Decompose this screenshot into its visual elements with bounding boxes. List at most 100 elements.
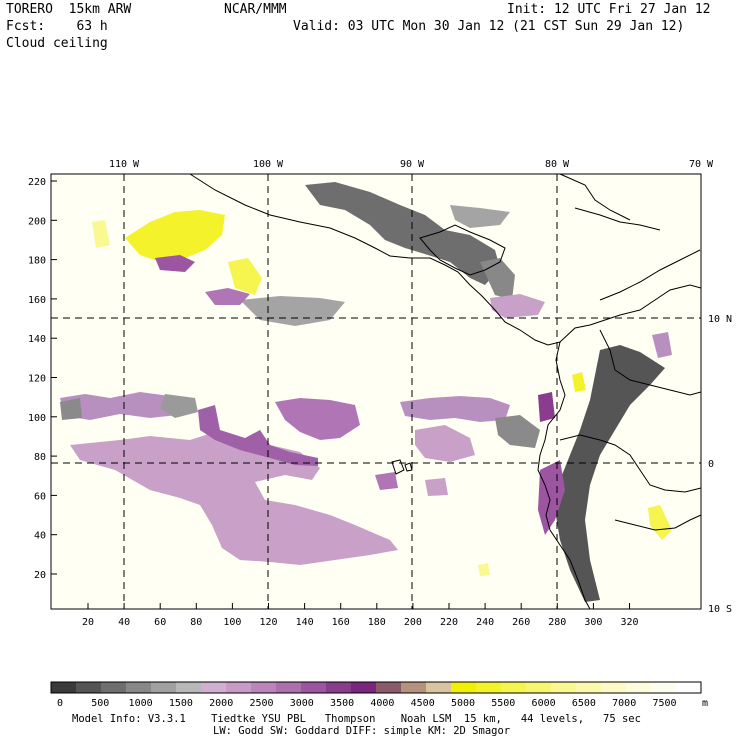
lat-label-10s: 10 S bbox=[708, 604, 732, 615]
legend-swatch bbox=[601, 682, 627, 693]
legend-swatch bbox=[551, 682, 577, 693]
ceiling-spot-purple-4 bbox=[375, 472, 398, 490]
coastline-south-america-west bbox=[537, 284, 702, 610]
legend-label: 1000 bbox=[129, 698, 153, 709]
legend-label: 4500 bbox=[411, 698, 435, 709]
legend-label: 6500 bbox=[572, 698, 596, 709]
organization-label: NCAR/MMM bbox=[224, 2, 287, 17]
legend-swatch bbox=[526, 682, 552, 693]
ceiling-region-purple-small bbox=[205, 288, 250, 305]
ceiling-region-mid-band bbox=[275, 398, 360, 440]
legend-swatch bbox=[151, 682, 177, 693]
ceiling-region-central-america-light bbox=[450, 205, 510, 228]
coastline-florida bbox=[559, 173, 631, 221]
y-tick-label: 160 bbox=[28, 295, 46, 306]
x-tick-label: 180 bbox=[368, 617, 386, 628]
legend-label: 2000 bbox=[209, 698, 233, 709]
graticule bbox=[51, 174, 701, 609]
ceiling-spot-purple-5 bbox=[425, 478, 448, 496]
y-tick-label: 20 bbox=[34, 570, 46, 581]
legend-swatch bbox=[51, 682, 77, 693]
forecast-hour: Fcst: 63 h bbox=[6, 19, 108, 34]
y-tick-label: 80 bbox=[34, 452, 46, 463]
x-tick-label: 260 bbox=[512, 617, 530, 628]
legend-swatch bbox=[176, 682, 202, 693]
lon-label-70w: 70 W bbox=[689, 159, 714, 170]
x-tick-label: 60 bbox=[154, 617, 166, 628]
coastline-cuba bbox=[574, 207, 661, 231]
legend-label: 3500 bbox=[330, 698, 354, 709]
ceiling-region-east-band bbox=[400, 396, 510, 422]
x-tick-label: 140 bbox=[296, 617, 314, 628]
coastlines bbox=[189, 173, 702, 610]
x-tick-label: 320 bbox=[620, 617, 638, 628]
ceiling-region-purple-under-yellow bbox=[155, 255, 195, 272]
ceiling-region-yellow-far-west bbox=[92, 220, 110, 248]
x-tick-label: 220 bbox=[440, 617, 458, 628]
valid-time: Valid: 03 UTC Mon 30 Jan 12 (21 CST Sun … bbox=[293, 19, 685, 34]
legend-swatch bbox=[426, 682, 452, 693]
field-name: Cloud ceiling bbox=[6, 36, 108, 51]
y-tick-label: 100 bbox=[28, 413, 46, 424]
x-tick-label: 280 bbox=[548, 617, 566, 628]
coastline-yucatan bbox=[419, 224, 506, 276]
y-tick-label: 140 bbox=[28, 334, 46, 345]
legend-color-bar bbox=[50, 681, 702, 694]
legend-swatch bbox=[76, 682, 102, 693]
ceiling-region-colombia-purple bbox=[538, 392, 555, 422]
ceiling-spot-yellow-2 bbox=[648, 505, 672, 540]
legend-swatch bbox=[651, 682, 677, 693]
x-tick-label: 80 bbox=[190, 617, 202, 628]
legend-labels: 0 500 1000 1500 2000 2500 3000 3500 4000 4500 5000… bbox=[57, 698, 677, 709]
legend-swatch bbox=[201, 682, 227, 693]
x-tick-label: 20 bbox=[82, 617, 94, 628]
ceiling-region-central-purple bbox=[198, 405, 318, 466]
legend-label: 6000 bbox=[532, 698, 556, 709]
border-ecuador-peru bbox=[559, 434, 702, 493]
ceiling-spot-yellow-3 bbox=[478, 563, 490, 576]
ceiling-region-west-band bbox=[60, 392, 195, 420]
coastline-andes-border bbox=[599, 329, 702, 396]
init-time: Init: 12 UTC Fri 27 Jan 12 bbox=[507, 2, 711, 17]
legend-unit: m bbox=[702, 698, 708, 709]
physics-info: LW: Godd SW: Goddard DIFF: simple KM: 2D… bbox=[213, 725, 511, 737]
y-tick-label: 180 bbox=[28, 256, 46, 267]
legend-swatch bbox=[226, 682, 252, 693]
ceiling-region-east-lower bbox=[415, 425, 475, 462]
ceiling-region-yellow-northwest bbox=[125, 210, 225, 262]
ceiling-spot-purple-6 bbox=[652, 332, 672, 358]
legend-swatch bbox=[351, 682, 377, 693]
legend-label: 5000 bbox=[451, 698, 475, 709]
legend-swatch bbox=[626, 682, 652, 693]
x-tick-label: 300 bbox=[584, 617, 602, 628]
x-tick-label: 40 bbox=[118, 617, 130, 628]
x-tick-label: 120 bbox=[259, 617, 277, 628]
legend-swatch bbox=[376, 682, 402, 693]
longitude-labels: 110 W 100 W 90 W 80 W 70 W bbox=[109, 159, 714, 170]
ceiling-region-andes bbox=[555, 345, 665, 602]
ceiling-region-central-america bbox=[305, 182, 500, 285]
legend-label: 5500 bbox=[491, 698, 515, 709]
ceiling-spot-purple-7 bbox=[490, 294, 545, 318]
legend-label: 7500 bbox=[652, 698, 676, 709]
y-tick-label: 40 bbox=[34, 531, 46, 542]
x-tick-label: 100 bbox=[223, 617, 241, 628]
ceiling-region-yellow-small bbox=[228, 258, 262, 295]
legend-swatch bbox=[326, 682, 352, 693]
ceiling-region-andes-purple bbox=[538, 460, 565, 535]
coastline-galapagos bbox=[391, 459, 413, 475]
legend-swatch bbox=[451, 682, 477, 693]
model-title: TORERO 15km ARW bbox=[6, 2, 132, 17]
legend-swatch bbox=[251, 682, 277, 693]
legend-swatch bbox=[501, 682, 527, 693]
y-tick-label: 200 bbox=[28, 216, 46, 227]
legend-label: 0 bbox=[57, 698, 63, 709]
y-tick-label: 120 bbox=[28, 374, 46, 385]
lat-label-10n: 10 N bbox=[708, 314, 732, 325]
legend-label: 3000 bbox=[290, 698, 314, 709]
legend-swatch bbox=[476, 682, 502, 693]
legend-swatch bbox=[401, 682, 427, 693]
legend-swatch bbox=[126, 682, 152, 693]
legend-swatch bbox=[676, 682, 702, 693]
